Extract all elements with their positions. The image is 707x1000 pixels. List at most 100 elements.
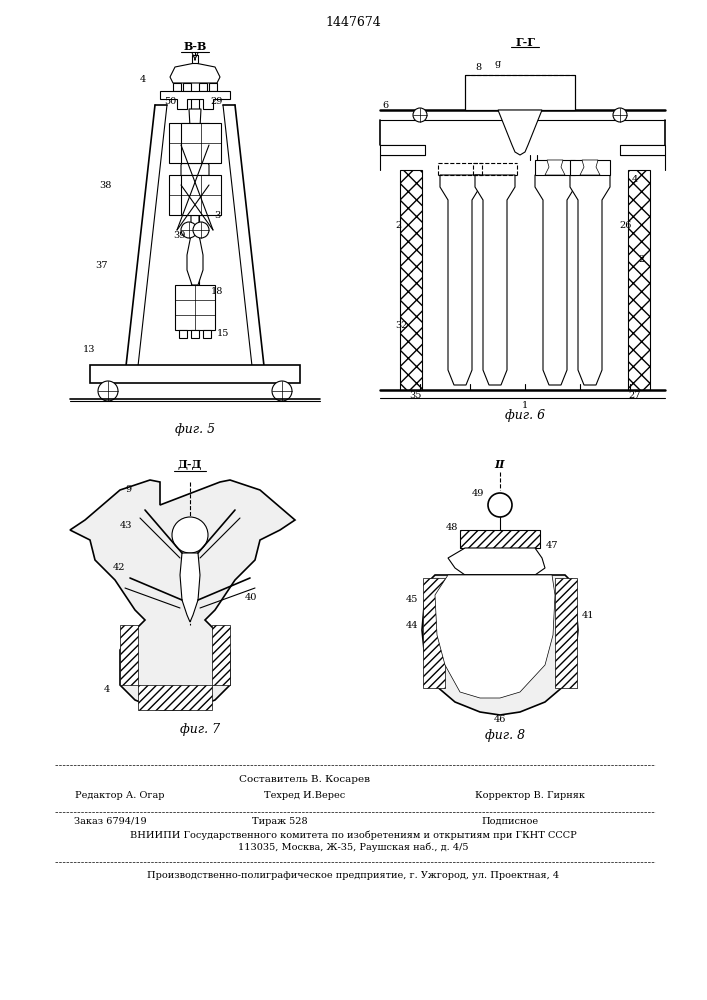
Text: 4: 4 <box>140 76 146 85</box>
Text: 2: 2 <box>395 221 402 230</box>
Polygon shape <box>545 160 565 175</box>
Text: 29: 29 <box>211 97 223 105</box>
Circle shape <box>272 381 292 401</box>
Text: В-В: В-В <box>183 41 206 52</box>
Text: 46: 46 <box>493 716 506 724</box>
Circle shape <box>613 108 627 122</box>
Polygon shape <box>170 63 220 83</box>
Text: 38: 38 <box>100 180 112 190</box>
Text: Г-Г: Г-Г <box>515 36 535 47</box>
Polygon shape <box>435 575 555 698</box>
Text: Составитель В. Косарев: Составитель В. Косарев <box>240 774 370 784</box>
Bar <box>199 83 207 91</box>
Text: 37: 37 <box>95 260 108 269</box>
Circle shape <box>98 381 118 401</box>
Bar <box>175 285 215 330</box>
Text: 9: 9 <box>126 486 132 494</box>
Polygon shape <box>448 548 545 575</box>
Bar <box>192 55 198 63</box>
Circle shape <box>172 517 208 553</box>
Polygon shape <box>422 575 578 715</box>
Bar <box>203 330 211 338</box>
Text: 13: 13 <box>83 346 95 355</box>
Bar <box>183 83 191 91</box>
Text: 113035, Москва, Ж-35, Раушская наб., д. 4/5: 113035, Москва, Ж-35, Раушская наб., д. … <box>238 842 468 852</box>
Bar <box>173 83 181 91</box>
Bar <box>169 175 209 215</box>
Text: 41: 41 <box>582 610 595 619</box>
Text: II: II <box>495 460 506 471</box>
Bar <box>533 170 618 390</box>
Text: 26: 26 <box>619 221 632 230</box>
Text: g: g <box>495 60 501 68</box>
Polygon shape <box>535 175 575 385</box>
Polygon shape <box>180 553 200 622</box>
Polygon shape <box>181 109 209 285</box>
Text: фиг. 7: фиг. 7 <box>180 724 220 736</box>
Bar <box>380 145 425 155</box>
Text: 6: 6 <box>382 101 388 109</box>
Bar <box>423 578 445 688</box>
Text: фиг. 8: фиг. 8 <box>485 728 525 742</box>
Circle shape <box>181 222 197 238</box>
Bar <box>535 160 575 175</box>
Bar <box>179 330 187 338</box>
Polygon shape <box>160 91 230 109</box>
Polygon shape <box>475 175 515 385</box>
Text: Редактор А. Огар: Редактор А. Огар <box>75 790 165 800</box>
Text: Техред И.Верес: Техред И.Верес <box>264 790 346 800</box>
Text: 4: 4 <box>632 176 638 184</box>
Bar <box>191 330 199 338</box>
Text: 32: 32 <box>395 320 407 330</box>
Bar <box>620 145 665 155</box>
Text: 18: 18 <box>211 288 223 296</box>
Text: 4: 4 <box>104 686 110 694</box>
Text: ВНИИПИ Государственного комитета по изобретениям и открытиям при ГКНТ СССР: ВНИИПИ Государственного комитета по изоб… <box>129 830 576 840</box>
Bar <box>212 625 230 685</box>
Text: фиг. 5: фиг. 5 <box>175 424 215 436</box>
Text: Заказ 6794/19: Заказ 6794/19 <box>74 816 146 826</box>
Circle shape <box>488 493 512 517</box>
Circle shape <box>193 222 209 238</box>
Polygon shape <box>70 480 295 710</box>
Text: 1: 1 <box>522 400 528 410</box>
Text: 15: 15 <box>217 328 229 338</box>
Text: 40: 40 <box>245 593 257 602</box>
Bar <box>209 83 217 91</box>
Text: Тираж 528: Тираж 528 <box>252 816 308 826</box>
Bar <box>181 123 221 163</box>
Bar <box>181 175 221 215</box>
Text: 47: 47 <box>546 540 559 550</box>
Bar <box>400 170 422 390</box>
Text: Корректор В. Гирняк: Корректор В. Гирняк <box>475 790 585 800</box>
Text: 1447674: 1447674 <box>325 15 381 28</box>
Text: 35: 35 <box>409 390 421 399</box>
Text: 3: 3 <box>214 211 220 220</box>
Text: Д-Д: Д-Д <box>178 460 202 471</box>
Polygon shape <box>498 110 542 155</box>
Text: 42: 42 <box>112 564 125 572</box>
Polygon shape <box>580 160 600 175</box>
Bar <box>555 578 577 688</box>
Circle shape <box>413 108 427 122</box>
Text: Подписное: Подписное <box>481 816 539 826</box>
Bar <box>628 170 650 390</box>
Polygon shape <box>440 175 480 385</box>
Text: 48: 48 <box>446 524 458 532</box>
Text: 43: 43 <box>119 520 132 530</box>
Bar <box>120 625 138 685</box>
Bar <box>570 160 610 175</box>
Polygon shape <box>570 175 610 385</box>
Bar <box>465 75 575 110</box>
Bar <box>422 170 528 390</box>
Text: 45: 45 <box>406 595 418 604</box>
Text: 39: 39 <box>173 231 185 239</box>
Text: 50: 50 <box>164 97 176 105</box>
Bar <box>169 123 209 163</box>
Text: 8: 8 <box>475 62 481 72</box>
Text: 27: 27 <box>629 390 641 399</box>
Text: фиг. 6: фиг. 6 <box>505 408 545 422</box>
Bar <box>90 365 300 383</box>
Bar <box>460 530 540 548</box>
Text: Производственно-полиграфическое предприятие, г. Ужгород, ул. Проектная, 4: Производственно-полиграфическое предприя… <box>147 871 559 880</box>
